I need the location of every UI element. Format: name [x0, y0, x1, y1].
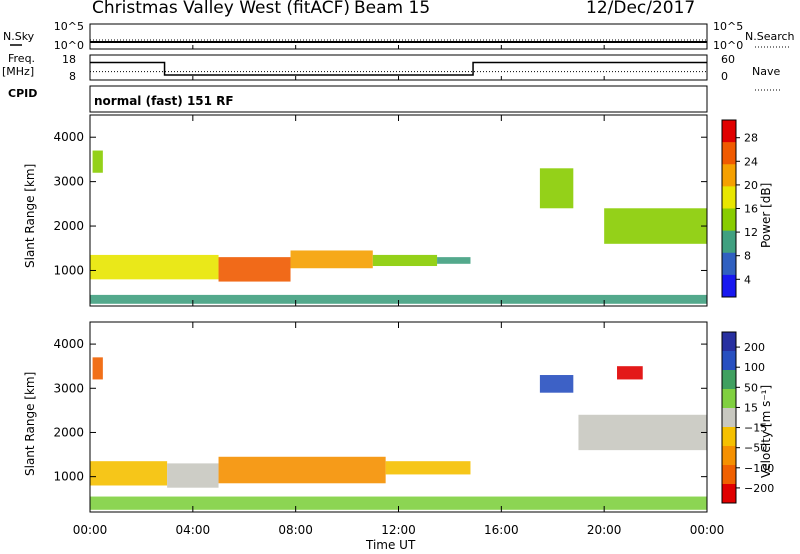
freq-ytick-top: 18 — [62, 53, 76, 66]
velocity-colorbar-cell — [722, 446, 736, 466]
power-region — [437, 257, 471, 264]
power-ytick-label: 3000 — [53, 175, 84, 189]
freq-ytick-bottom: 8 — [69, 70, 76, 83]
velocity-ytick-label: 2000 — [53, 425, 84, 439]
velocity-colorbar-cell — [722, 389, 736, 409]
velocity-ytick-label: 3000 — [53, 381, 84, 395]
power-region — [604, 208, 707, 244]
nsearch-label: N.Search — [745, 30, 795, 43]
power-colorbar-label: 4 — [744, 273, 751, 286]
x-tick-label: 20:00 — [587, 523, 622, 537]
cpid-panel-frame — [89, 85, 708, 113]
x-tick-label: 04:00 — [176, 523, 211, 537]
nave-label: Nave — [752, 65, 781, 78]
velocity-region — [167, 463, 219, 488]
power-ytick-label: 2000 — [53, 219, 84, 233]
power-colorbar-cell — [722, 186, 736, 209]
power-colorbar-label: 16 — [744, 203, 758, 216]
velocity-region — [90, 496, 707, 510]
velocity-colorbar-label: 100 — [744, 361, 765, 374]
velocity-colorbar-label: −200 — [744, 482, 774, 495]
freq-label: Freq. — [8, 52, 36, 65]
velocity-region — [617, 366, 643, 380]
power-colorbar-cell — [722, 164, 736, 187]
frequency-line — [90, 61, 707, 76]
power-colorbar-cell — [722, 230, 736, 254]
velocity-ytick-label: 4000 — [53, 337, 84, 351]
power-colorbar-label: 28 — [744, 132, 758, 145]
velocity-colorbar-label: −15 — [744, 422, 767, 435]
noise-ytick-top: 10^5 — [54, 20, 84, 33]
power-colorbar-cell — [722, 142, 736, 165]
x-axis-title: Time UT — [366, 538, 416, 552]
x-tick-label: 00:00 — [73, 523, 108, 537]
power-region — [90, 294, 707, 304]
power-colorbar-label: 8 — [744, 250, 751, 263]
power-colorbar-cell — [722, 208, 736, 232]
station-title: Christmas Valley West (fitACF) — [92, 0, 351, 18]
x-tick-label: 12:00 — [381, 523, 416, 537]
power-colorbar-cell — [722, 252, 736, 276]
nsky-label: N.Sky — [3, 30, 35, 43]
velocity-colorbar-cell — [722, 370, 736, 390]
power-region — [218, 257, 291, 282]
velocity-colorbar-label: 50 — [744, 381, 758, 394]
power-region — [290, 250, 373, 269]
cpid-label: CPID — [8, 87, 38, 100]
velocity-region — [92, 357, 103, 380]
power-region — [92, 150, 103, 173]
date-title: 12/Dec/2017 — [586, 0, 696, 18]
velocity-ytick-label: 1000 — [53, 470, 84, 484]
velocity-region — [90, 461, 168, 486]
velocity-region — [385, 461, 471, 475]
noise-ytick-right-top: 10^5 — [713, 20, 743, 33]
power-ytick-label: 1000 — [53, 263, 84, 277]
velocity-colorbar-cell — [722, 351, 736, 371]
x-tick-label: 16:00 — [484, 523, 519, 537]
velocity-colorbar-cell — [722, 408, 736, 428]
velocity-colorbar-cell — [722, 332, 736, 352]
power-colorbar-label: 24 — [744, 155, 758, 168]
mhz-label: [MHz] — [2, 65, 35, 78]
power-ytick-label: 4000 — [53, 130, 84, 144]
beam-title: Beam 15 — [354, 0, 431, 18]
velocity-region — [578, 414, 707, 451]
velocity-colorbar-label: 15 — [744, 401, 758, 414]
cpid-text: normal (fast) 151 RF — [94, 94, 234, 108]
noise-ytick-right-bottom: 10^0 — [713, 39, 743, 52]
velocity-region — [218, 456, 386, 484]
power-region — [372, 254, 438, 267]
power-region — [539, 168, 574, 209]
power-colorbar-cell — [722, 274, 736, 298]
nave-ytick-top: 60 — [721, 53, 735, 66]
velocity-colorbar-label: 200 — [744, 341, 765, 354]
x-tick-label: 00:00 — [690, 523, 725, 537]
x-tick-label: 08:00 — [278, 523, 313, 537]
power-colorbar-cell — [722, 120, 736, 143]
velocity-colorbar-cell — [722, 465, 736, 485]
power-region — [90, 254, 219, 280]
power-colorbar-label: 20 — [744, 179, 758, 192]
nave-ytick-bottom: 0 — [721, 70, 728, 83]
noise-ytick-bottom: 10^0 — [54, 39, 84, 52]
velocity-colorbar-label: −50 — [744, 442, 767, 455]
velocity-colorbar-cell — [722, 427, 736, 447]
velocity-colorbar-cell — [722, 484, 736, 504]
velocity-colorbar-label: −100 — [744, 462, 774, 475]
power-colorbar-label: 12 — [744, 226, 758, 239]
velocity-colorbar-frame — [721, 331, 737, 504]
velocity-region — [539, 375, 574, 393]
